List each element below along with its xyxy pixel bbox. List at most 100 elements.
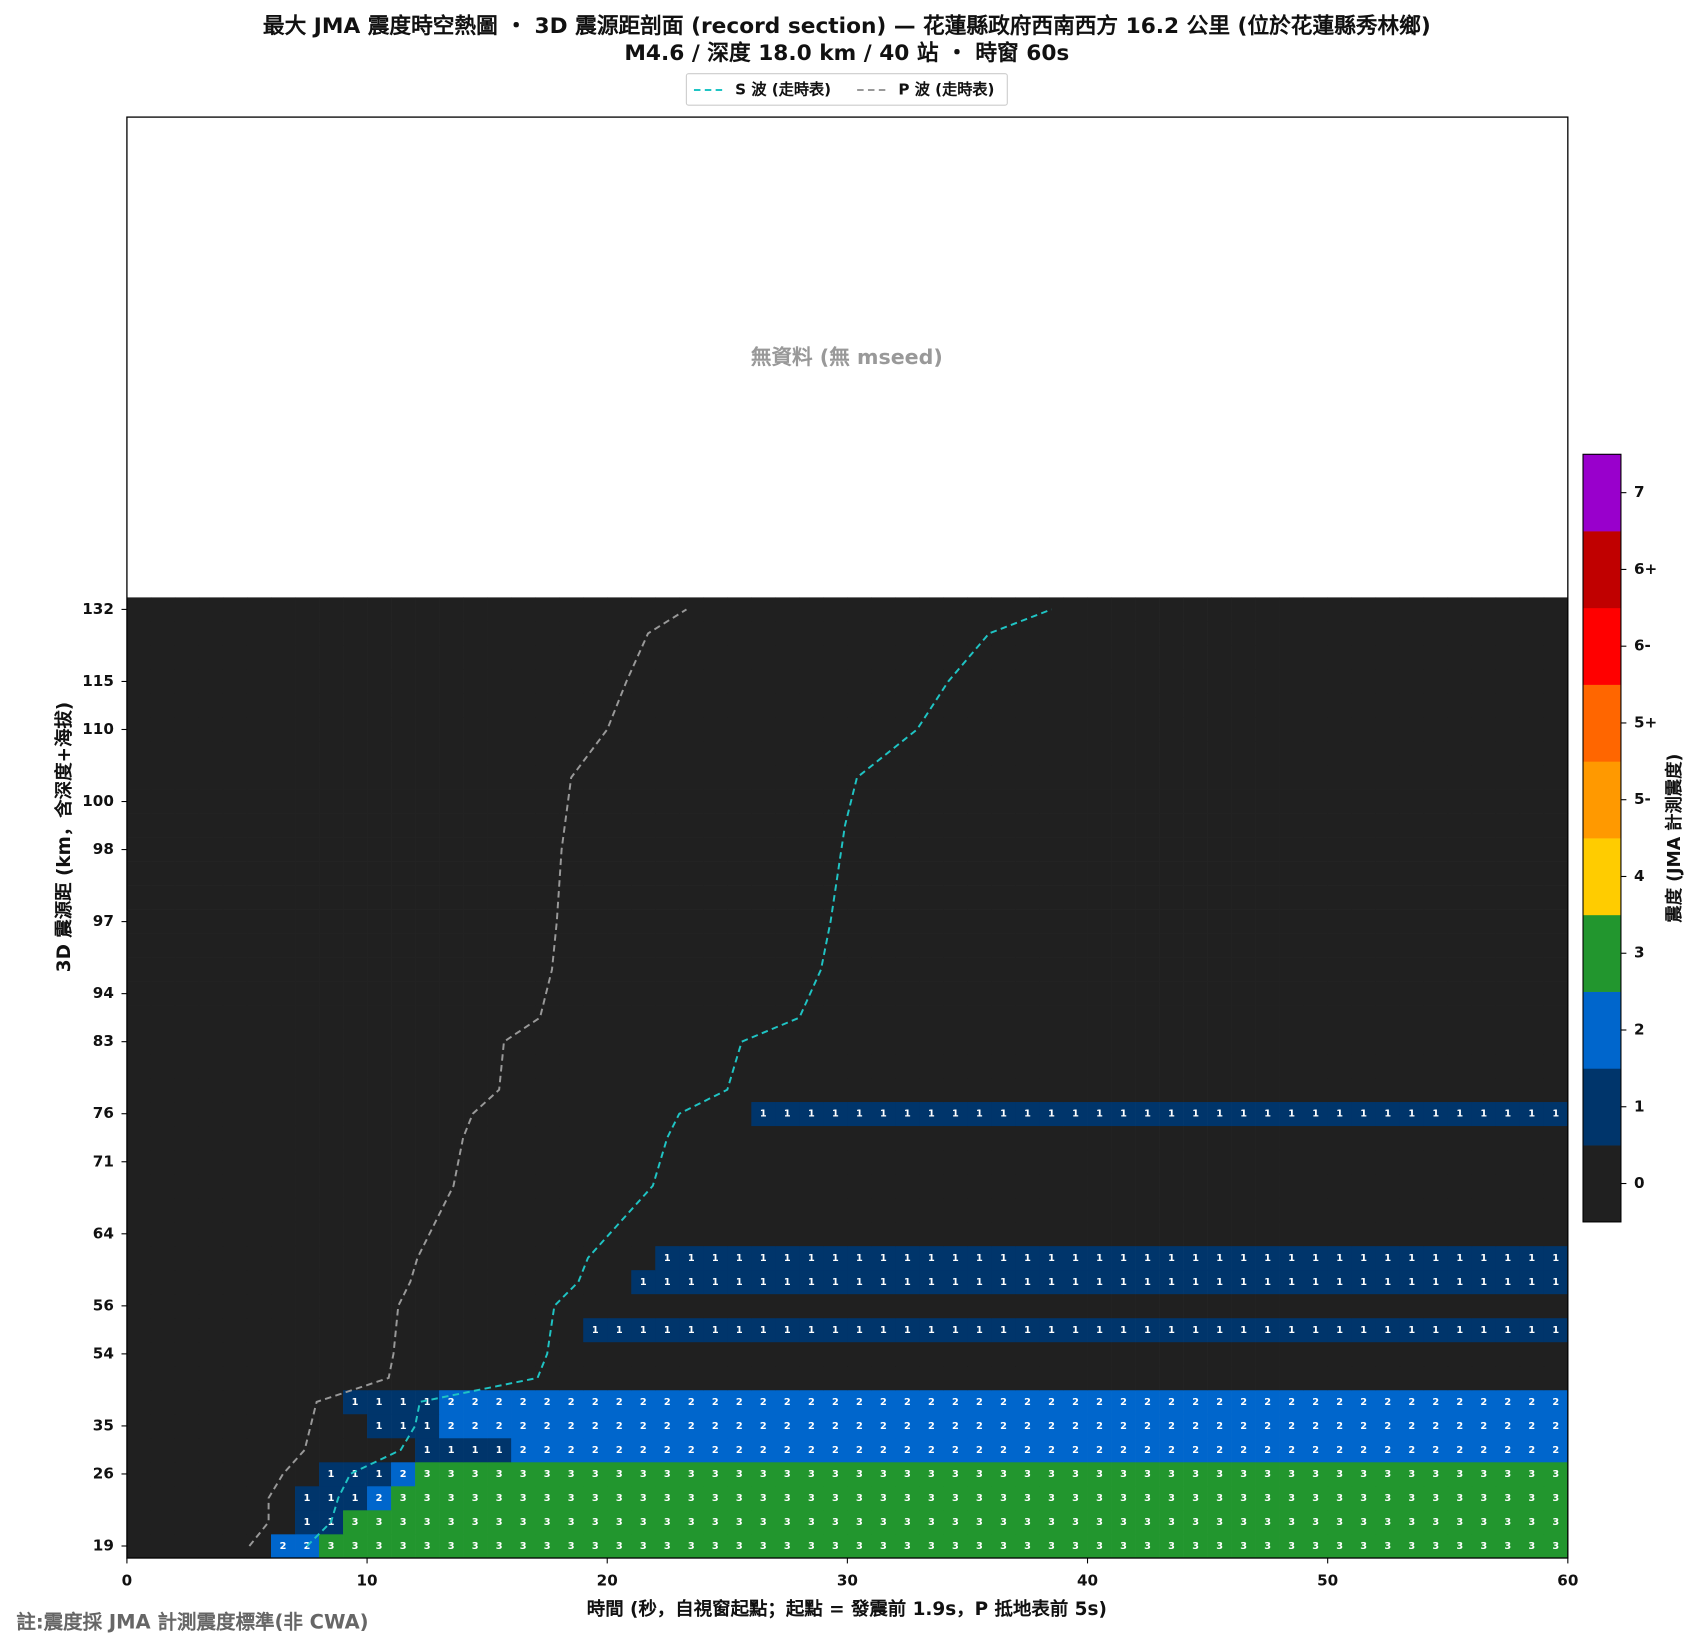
heatmap-cell <box>1231 957 1256 982</box>
heatmap-cell <box>775 885 800 910</box>
heatmap-cell <box>871 1509 896 1535</box>
heatmap-cell <box>1087 1005 1112 1030</box>
heatmap-cell <box>1183 669 1208 694</box>
heatmap-cell <box>895 669 920 694</box>
heatmap-cell <box>1135 1245 1160 1271</box>
heatmap-cell <box>439 621 464 646</box>
heatmap-cell <box>174 1509 200 1535</box>
heatmap-cell <box>1351 669 1377 694</box>
heatmap-cell <box>295 693 320 718</box>
heatmap-cell <box>126 1365 152 1391</box>
heatmap-cell <box>1111 1341 1136 1367</box>
heatmap-cell <box>871 1077 896 1103</box>
heatmap-cell <box>1279 1461 1304 1487</box>
heatmap-cell <box>1423 1365 1449 1391</box>
heatmap-cell <box>655 1293 680 1319</box>
heatmap-cell <box>583 1365 608 1391</box>
heatmap-cell <box>607 909 632 934</box>
heatmap-cell <box>415 885 440 910</box>
heatmap-cell <box>847 1197 872 1223</box>
cell-label: 1 <box>1552 1253 1559 1264</box>
cell-label: 2 <box>1192 1421 1199 1432</box>
heatmap-cell <box>1255 1173 1280 1199</box>
heatmap-cell <box>174 693 200 718</box>
heatmap-cell <box>1495 1365 1521 1391</box>
heatmap-cell <box>991 1125 1016 1151</box>
heatmap-cell <box>751 1437 776 1463</box>
heatmap-cell <box>1471 1413 1497 1439</box>
heatmap-cell <box>919 1461 944 1487</box>
heatmap-cell <box>1495 1389 1521 1415</box>
heatmap-cell <box>1135 741 1160 766</box>
heatmap-cell <box>463 1005 488 1030</box>
heatmap-cell <box>319 981 344 1006</box>
heatmap-cell <box>343 1413 368 1439</box>
cell-label: 2 <box>1168 1397 1175 1408</box>
heatmap-cell <box>1543 1077 1569 1103</box>
heatmap-cell <box>1135 1197 1160 1223</box>
heatmap-cell <box>775 645 800 670</box>
cell-label: 1 <box>1240 1253 1247 1264</box>
heatmap-cell <box>1231 933 1256 958</box>
heatmap-cell <box>150 981 176 1006</box>
heatmap-cell <box>391 1389 416 1415</box>
heatmap-cell <box>150 645 176 670</box>
heatmap-cell <box>1543 621 1569 646</box>
heatmap-cell <box>991 1293 1016 1319</box>
heatmap-cell <box>775 1173 800 1199</box>
heatmap-cell <box>1039 717 1064 742</box>
heatmap-cell <box>246 957 272 982</box>
heatmap-cell <box>535 861 560 886</box>
heatmap-cell <box>1543 789 1569 814</box>
heatmap-cell <box>799 693 824 718</box>
heatmap-cell <box>1231 885 1256 910</box>
heatmap-cell <box>775 933 800 958</box>
heatmap-cell <box>847 837 872 862</box>
heatmap-cell <box>1351 1509 1377 1535</box>
heatmap-cell <box>895 1125 920 1151</box>
cell-label: 2 <box>664 1421 671 1432</box>
heatmap-cell <box>895 597 920 622</box>
heatmap-cell <box>871 861 896 886</box>
heatmap-cell <box>871 1413 896 1439</box>
heatmap-cell <box>271 1509 296 1535</box>
heatmap-cell <box>174 1269 200 1295</box>
heatmap-cell <box>319 1125 344 1151</box>
heatmap-cell <box>823 1269 848 1295</box>
heatmap-cell <box>1303 1317 1329 1343</box>
cell-label: 1 <box>1240 1325 1247 1336</box>
heatmap-cell <box>631 885 656 910</box>
heatmap-cell <box>222 981 248 1006</box>
heatmap-cell <box>1063 981 1088 1006</box>
heatmap-cell <box>775 837 800 862</box>
heatmap-cell <box>319 1485 344 1511</box>
cell-label: 1 <box>1192 1253 1199 1264</box>
heatmap-cell <box>799 909 824 934</box>
heatmap-cell <box>246 909 272 934</box>
heatmap-cell <box>847 1125 872 1151</box>
heatmap-cell <box>1303 909 1329 934</box>
heatmap-cell <box>919 1101 944 1127</box>
heatmap-cell <box>1159 1269 1184 1295</box>
heatmap-cell <box>895 621 920 646</box>
heatmap-cell <box>1351 861 1377 886</box>
cell-label: 3 <box>1456 1541 1463 1552</box>
cell-label: 1 <box>1288 1109 1295 1120</box>
heatmap-cell <box>150 1365 176 1391</box>
heatmap-cell <box>751 1269 776 1295</box>
heatmap-cell <box>799 1437 824 1463</box>
heatmap-cell <box>319 1365 344 1391</box>
heatmap-cell <box>991 1485 1016 1511</box>
heatmap-cell <box>1207 1125 1232 1151</box>
heatmap-cell <box>1039 981 1064 1006</box>
heatmap-cell <box>511 597 536 622</box>
cell-label: 3 <box>1120 1517 1127 1528</box>
heatmap-cell <box>655 1149 680 1175</box>
heatmap-cell <box>439 1533 464 1559</box>
heatmap-cell <box>1471 837 1497 862</box>
heatmap-cell <box>751 885 776 910</box>
heatmap-cell <box>1279 909 1304 934</box>
heatmap-cell <box>1399 621 1425 646</box>
heatmap-cell <box>246 1125 272 1151</box>
